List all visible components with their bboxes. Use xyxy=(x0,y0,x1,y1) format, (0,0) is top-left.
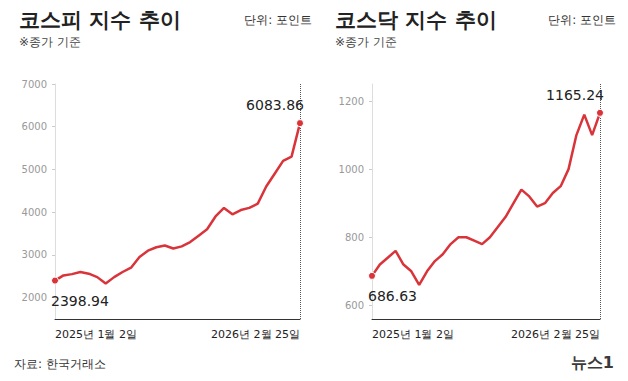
svg-text:2025년 1월 2일: 2025년 1월 2일 xyxy=(372,328,454,341)
svg-text:2026년 2월 25일: 2026년 2월 25일 xyxy=(211,328,300,341)
svg-text:4000: 4000 xyxy=(22,207,47,218)
svg-text:600: 600 xyxy=(345,300,364,311)
svg-text:코스피 지수 추이: 코스피 지수 추이 xyxy=(19,8,181,32)
svg-text:※종가 기준: ※종가 기준 xyxy=(335,35,397,49)
svg-text:6000: 6000 xyxy=(22,121,47,132)
svg-text:단위: 포인트: 단위: 포인트 xyxy=(548,13,616,27)
svg-text:2026년 2월 25일: 2026년 2월 25일 xyxy=(511,328,600,341)
svg-text:1165.24: 1165.24 xyxy=(546,87,604,103)
svg-text:6083.86: 6083.86 xyxy=(246,97,304,113)
svg-text:※종가 기준: ※종가 기준 xyxy=(19,35,81,49)
svg-text:뉴스1: 뉴스1 xyxy=(571,353,614,372)
svg-text:1200: 1200 xyxy=(339,96,364,107)
svg-text:코스닥 지수 추이: 코스닥 지수 추이 xyxy=(335,8,497,32)
svg-text:2025년 1월 2일: 2025년 1월 2일 xyxy=(55,328,137,341)
svg-text:3000: 3000 xyxy=(22,249,47,260)
svg-text:5000: 5000 xyxy=(22,164,47,175)
svg-text:2000: 2000 xyxy=(22,292,47,303)
svg-text:1000: 1000 xyxy=(339,164,364,175)
svg-text:800: 800 xyxy=(345,232,364,243)
svg-text:686.63: 686.63 xyxy=(368,288,417,304)
svg-text:단위: 포인트: 단위: 포인트 xyxy=(244,13,312,27)
svg-text:자료: 한국거래소: 자료: 한국거래소 xyxy=(14,357,106,371)
svg-text:7000: 7000 xyxy=(22,79,47,90)
svg-text:2398.94: 2398.94 xyxy=(51,293,109,309)
